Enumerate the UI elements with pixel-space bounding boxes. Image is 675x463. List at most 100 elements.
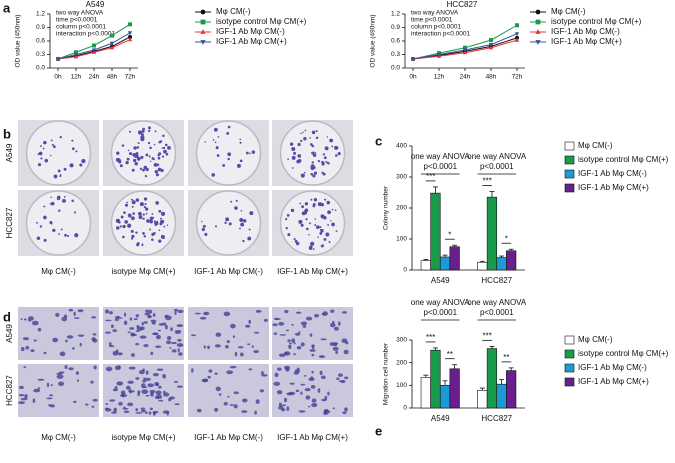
data-point	[128, 34, 132, 39]
colony	[143, 235, 147, 238]
colony	[124, 220, 128, 224]
panel-label: d	[3, 309, 11, 324]
legend-swatch	[564, 155, 575, 165]
cell	[338, 321, 341, 326]
colony	[239, 159, 243, 163]
legend-label: IGF-1 Ab Mφ CM(+)	[216, 37, 287, 46]
cell	[152, 372, 159, 377]
data-point	[92, 43, 96, 48]
colony	[127, 223, 132, 228]
y-axis-label: Migration cell number	[383, 342, 390, 405]
cell	[323, 410, 331, 414]
colony	[125, 160, 129, 165]
cell	[91, 405, 95, 408]
colony	[243, 219, 247, 223]
colony	[142, 217, 145, 220]
colony	[148, 126, 151, 130]
colony	[335, 230, 338, 233]
legend-label: IGF-1 Ab Mφ CM(-)	[551, 27, 620, 36]
cell	[174, 331, 181, 334]
cell	[91, 316, 97, 319]
cell	[20, 318, 23, 320]
cell	[278, 402, 282, 407]
legend-swatch	[564, 141, 575, 151]
colony	[80, 164, 83, 167]
cell	[234, 352, 238, 357]
cell	[109, 399, 116, 402]
cell	[135, 408, 139, 412]
cell	[140, 326, 145, 331]
cell	[123, 406, 126, 409]
annotation: column p<0.0001	[56, 24, 106, 31]
cell	[56, 372, 62, 375]
cell	[285, 351, 288, 355]
cell	[225, 344, 229, 349]
annotation: two way ANOVA	[56, 10, 104, 17]
cell	[317, 388, 321, 393]
cell	[302, 324, 307, 328]
colony	[142, 232, 145, 235]
cell	[147, 309, 153, 314]
legend-label: IGF-1 Ab Mφ CM(-)	[578, 363, 647, 372]
legend-label: IGF-1 Ab Mφ CM(-)	[216, 27, 285, 36]
y-tick-label: 0.3	[36, 51, 45, 58]
cell	[286, 406, 290, 412]
cell	[335, 350, 339, 354]
cell	[158, 399, 164, 402]
cell	[141, 321, 144, 326]
colony	[321, 162, 325, 166]
colony	[316, 225, 320, 230]
colony	[121, 144, 125, 147]
cell	[46, 382, 50, 388]
colony	[309, 137, 311, 139]
cell	[207, 345, 210, 350]
cell	[147, 314, 152, 318]
cell	[344, 376, 349, 380]
colony	[289, 142, 294, 146]
cell	[118, 401, 123, 406]
data-point	[127, 31, 133, 36]
cell	[293, 370, 300, 375]
colony	[291, 146, 296, 152]
legend-marker	[535, 29, 541, 34]
colony	[40, 157, 43, 160]
colony	[43, 205, 46, 208]
colony	[214, 225, 217, 228]
colony	[248, 152, 251, 155]
cell	[131, 353, 135, 357]
cell	[214, 372, 218, 375]
colony	[62, 198, 66, 203]
colony	[158, 209, 162, 213]
cell	[278, 406, 284, 410]
legend-label: isotype control Mφ CM(+)	[216, 17, 307, 26]
colony	[158, 229, 161, 232]
colony	[331, 145, 334, 148]
cell	[233, 391, 239, 395]
colony	[327, 224, 330, 226]
cell	[286, 392, 293, 396]
y-tick-label: 0.9	[391, 24, 400, 31]
cell	[343, 349, 349, 355]
cell	[73, 311, 76, 317]
significance-label: ***	[482, 331, 491, 340]
cell	[152, 412, 156, 416]
cell	[202, 378, 209, 382]
cell	[20, 347, 25, 352]
cell	[309, 333, 313, 337]
x-tick-label: 0h	[54, 74, 62, 81]
colony	[139, 202, 144, 207]
colony	[142, 168, 145, 172]
cell	[22, 337, 30, 341]
colony	[149, 216, 154, 221]
cell	[281, 404, 287, 407]
cell	[171, 341, 177, 345]
cell	[135, 377, 140, 380]
colony	[247, 236, 252, 241]
cell	[303, 375, 307, 377]
cell	[311, 402, 318, 408]
colony	[167, 145, 171, 150]
test-label: one way ANOVA	[411, 298, 471, 307]
colony	[115, 218, 120, 223]
cell	[92, 333, 97, 336]
colony	[154, 223, 157, 227]
